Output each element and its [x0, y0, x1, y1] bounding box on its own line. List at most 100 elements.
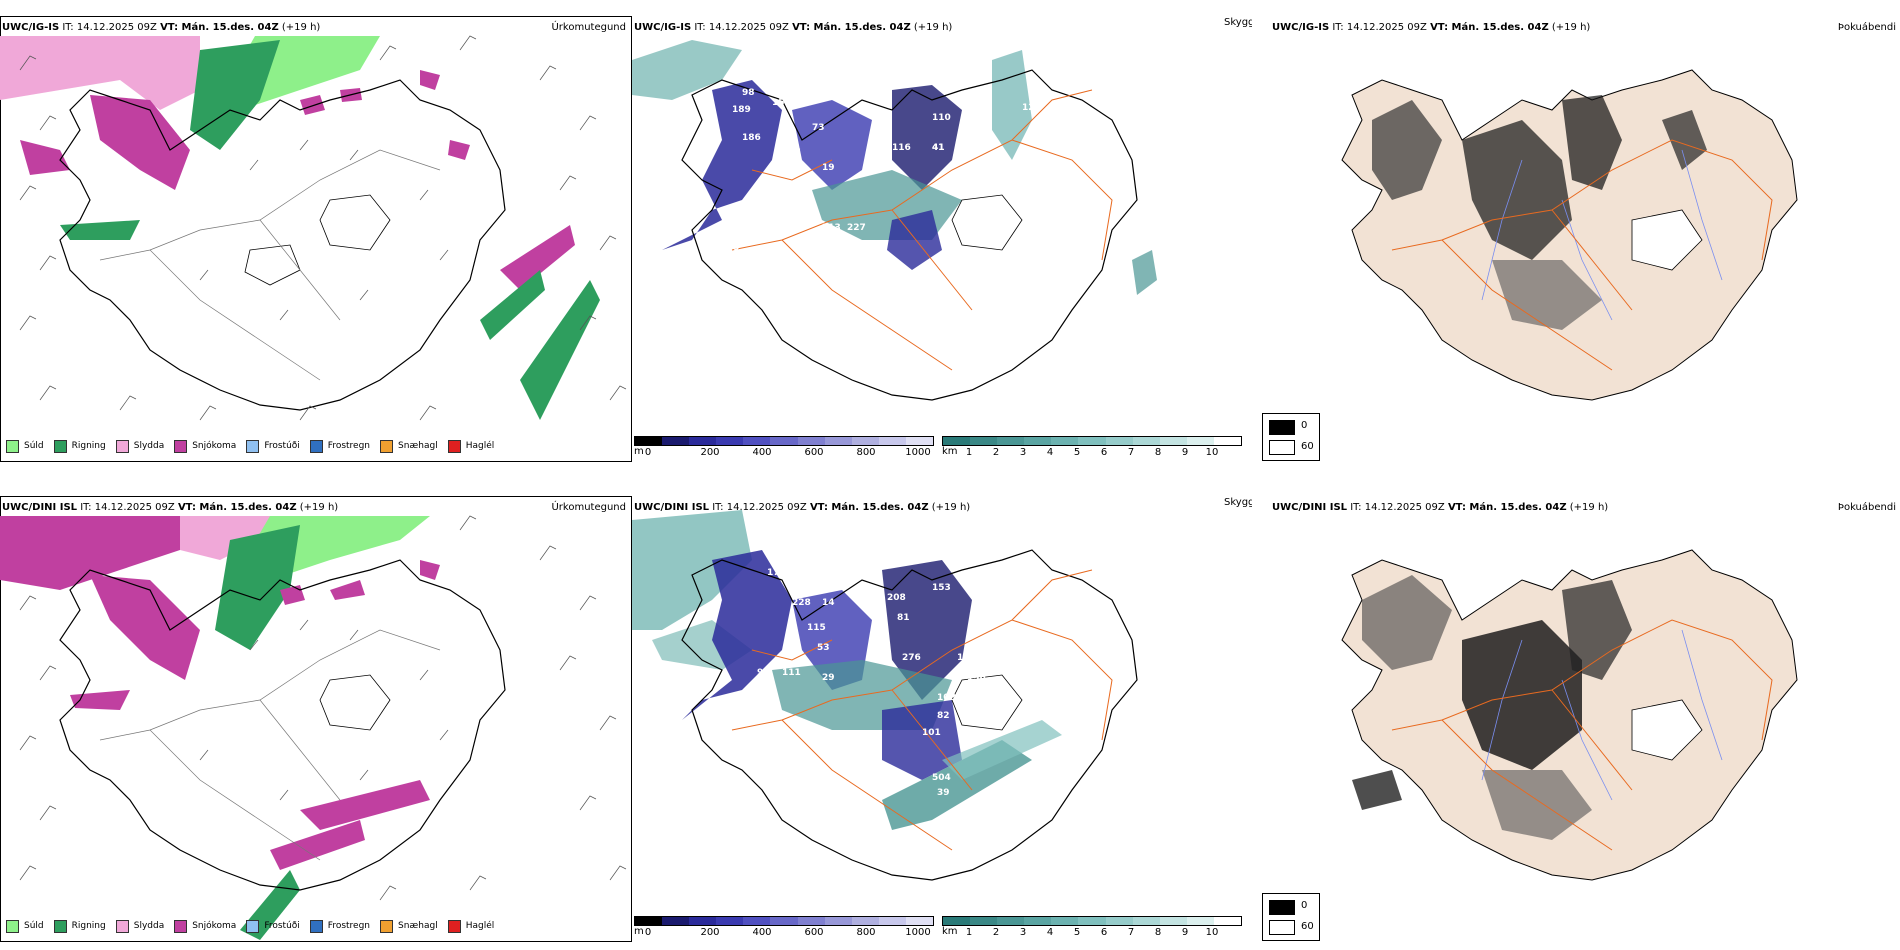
model-source: UWC/IG-IS [1272, 22, 1330, 33]
fog-dark-east [1662, 110, 1707, 170]
vis-label: 182 [957, 653, 976, 663]
fog-legend-swatch-light [1269, 920, 1295, 935]
vis-label: 276 [902, 653, 921, 663]
tick-label: 7 [1127, 447, 1135, 458]
precip-type-map[interactable] [0, 480, 632, 950]
map-frame [0, 16, 632, 462]
fog-grey-south [1482, 770, 1592, 840]
fog-indicator-map[interactable] [1262, 0, 1900, 470]
snjokoma-area-north [90, 95, 190, 190]
visibility-low-central [792, 100, 872, 190]
legend-swatch [246, 439, 260, 453]
visibility-panel: 98 151 189 186 227 73 105 19 213 227 116… [632, 0, 1252, 470]
visibility-m-colorbar: 0 200 400 600 800 1000 [634, 916, 934, 939]
roads [731, 569, 1113, 851]
tick-label: 8 [1154, 447, 1162, 458]
vis-label: 101 [922, 728, 941, 738]
legend-swatch [246, 919, 260, 933]
roads [1391, 139, 1773, 371]
model-source: UWC/IG-IS [634, 22, 692, 33]
tick-label: 9 [1181, 927, 1189, 938]
tick-label: 0 [644, 447, 652, 458]
rivers [1481, 629, 1723, 801]
roads [1391, 619, 1773, 851]
colorbar-km-swatches [942, 436, 1242, 446]
visibility-map[interactable]: 172 209 228 14 115 53 111 90 29 208 153 … [632, 480, 1252, 950]
vis-label: 153 [932, 583, 951, 593]
rivers [1481, 149, 1723, 321]
model-row-dini-isl: UWC/DINI ISL IT: 14.12.2025 09Z VT: Mán.… [0, 480, 1900, 950]
precip-type-panel: UWC/DINI ISL IT: 14.12.2025 09Z VT: Mán.… [0, 480, 632, 950]
vt-label: VT: Mán. 15.des. 04Z [1447, 502, 1567, 513]
vis-label: 90 [757, 668, 770, 678]
snjokoma-area-east [500, 225, 575, 290]
snjokoma-area-west [20, 140, 70, 175]
map-frame [0, 496, 632, 942]
iceland-coastline [681, 69, 1138, 401]
it-label: IT: [694, 22, 706, 33]
lead-time: (+19 h) [299, 502, 339, 513]
it-label: IT: [712, 502, 724, 513]
it-value: 14.12.2025 09Z [76, 22, 157, 33]
tick-label: 600 [804, 927, 824, 938]
visibility-low-west [662, 80, 782, 250]
vis-label: 227 [782, 148, 801, 158]
tick-label: 600 [804, 447, 824, 458]
vis-label: 19 [822, 163, 835, 173]
iceland-coastline [59, 559, 506, 891]
legend-label: Frostregn [327, 441, 371, 451]
it-value: 14.12.2025 09Z [1364, 502, 1445, 513]
vis-label: 228 [792, 598, 811, 608]
vis-label: 73 [812, 123, 825, 133]
wind-barbs [19, 515, 627, 901]
legend-item-snaehagl: Snæhagl [380, 919, 438, 933]
snjokoma-area-sw [270, 820, 365, 870]
visibility-value-labels: 172 209 228 14 115 53 111 90 29 208 153 … [757, 543, 1075, 798]
model-source: UWC/DINI ISL [634, 502, 710, 513]
tick-label: 8 [1154, 927, 1162, 938]
legend-label: Slydda [133, 441, 165, 451]
panel-header: UWC/IG-IS IT: 14.12.2025 09Z VT: Mán. 15… [1272, 22, 1590, 33]
visibility-map[interactable]: 98 151 189 186 227 73 105 19 213 227 116… [632, 0, 1252, 470]
fog-legend-bottom-value: 60 [1301, 921, 1314, 932]
fog-dark-north [1562, 580, 1632, 680]
fog-dark-central [1462, 120, 1572, 260]
legend-label: Frostúði [264, 921, 300, 931]
slydda-area [0, 36, 200, 110]
legend-label: Rigning [71, 921, 106, 931]
tick-label: 4 [1046, 447, 1054, 458]
fog-indicator-panel: UWC/IG-IS IT: 14.12.2025 09Z VT: Mán. 15… [1262, 0, 1900, 470]
tick-label: 2 [992, 927, 1000, 938]
visibility-teal-se [1132, 250, 1157, 295]
fog-white-glacier [1631, 209, 1703, 271]
legend-swatch [447, 919, 461, 933]
tick-label: 4 [1046, 927, 1054, 938]
legend-item-rigning: Rigning [53, 919, 106, 933]
panel-title: Úrkomutegund [551, 22, 626, 33]
lead-time: (+19 h) [281, 22, 321, 33]
fog-dark-sw [1352, 770, 1402, 810]
visibility-haze-nw [632, 510, 752, 630]
panel-header: UWC/IG-IS IT: 14.12.2025 09Z VT: Mán. 15… [634, 22, 952, 33]
it-label: IT: [1350, 502, 1362, 513]
fog-indicator-map[interactable] [1262, 480, 1900, 950]
legend-label: Súld [24, 921, 44, 931]
colorbar-m-swatches [634, 916, 934, 926]
legend-swatch [6, 919, 19, 933]
vt-label: VT: Mán. 15.des. 04Z [809, 502, 929, 513]
legend-swatch [174, 919, 188, 933]
legend-swatch [115, 439, 129, 453]
tick-label: 800 [856, 927, 876, 938]
precip-type-map[interactable] [0, 0, 632, 470]
panel-title: Skyggni [1224, 17, 1252, 28]
tick-label: 0 [644, 927, 652, 938]
vis-label: 110 [932, 113, 951, 123]
fog-legend: 0 60 [1262, 893, 1320, 941]
fog-legend-swatch-light [1269, 440, 1295, 455]
rigning-area-se [520, 280, 600, 420]
fog-dark-west [1372, 100, 1442, 200]
vis-label: 41 [932, 143, 945, 153]
snjokoma-area-south [300, 780, 430, 830]
fog-white-glacier [1631, 699, 1703, 761]
vis-label: 12 [797, 193, 810, 203]
